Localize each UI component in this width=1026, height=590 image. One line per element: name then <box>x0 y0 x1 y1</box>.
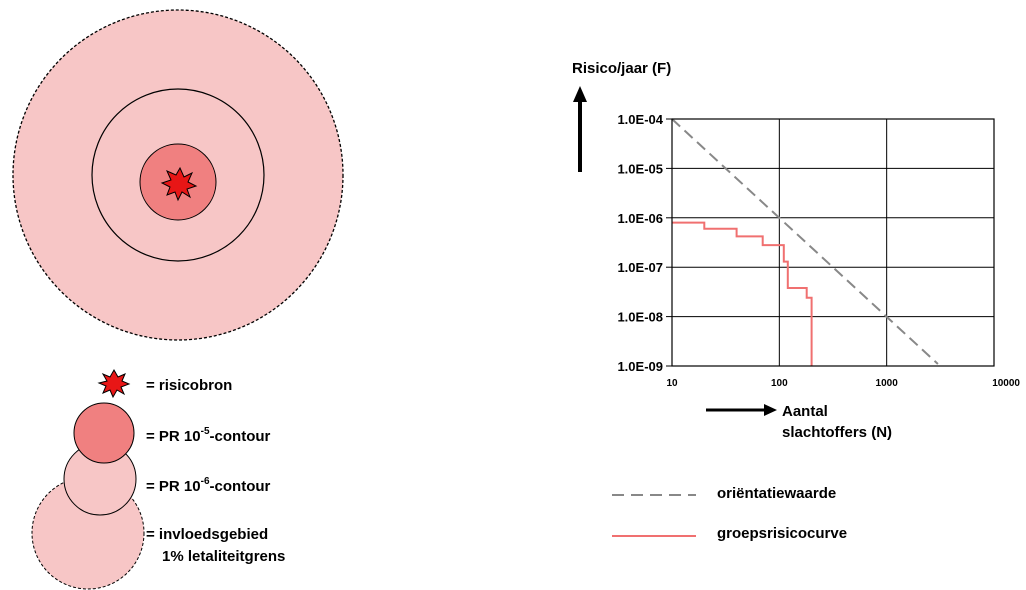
group-risk-curve <box>672 221 813 366</box>
legend-pr6-label: = PR 10-6-contour <box>146 476 271 495</box>
orientation-value-line <box>671 118 939 365</box>
legend-pr5-label: = PR 10-5-contour <box>146 426 271 445</box>
y-arrow-icon <box>573 86 587 102</box>
x-axis-label-line2: slachtoffers (N) <box>782 424 892 441</box>
legend-risk-source-label: = risicobron <box>146 377 232 394</box>
contour-diagram <box>12 9 344 341</box>
x-tick-label: 100 <box>771 378 788 389</box>
y-tick-label: 1.0E-09 <box>617 359 663 374</box>
y-tick-label: 1.0E-07 <box>617 260 663 275</box>
x-tick-label: 1000 <box>876 378 899 389</box>
y-tick-labels: 1.0E-04 1.0E-05 1.0E-06 1.0E-07 1.0E-08 1.0E-… <box>617 112 663 374</box>
legend-risk-source-icon <box>97 368 131 399</box>
plot-frame <box>671 118 995 367</box>
legend-influence-label-line2: 1% letaliteitgrens <box>162 548 285 565</box>
x-tick-label: 10 <box>666 378 678 389</box>
x-axis-label-line1: Aantal <box>782 403 828 420</box>
x-tick-label: 10000 <box>992 378 1020 389</box>
y-tick-label: 1.0E-04 <box>617 112 663 127</box>
legend-left: = risicobron = PR 10-5-contour = PR 10-6… <box>31 368 285 590</box>
x-tick-labels: 10 100 1000 10000 <box>666 378 1020 389</box>
y-tick-label: 1.0E-08 <box>617 310 663 325</box>
chart-grid <box>666 118 995 367</box>
legend-right: oriëntatiewaarde groepsrisicocurve <box>612 485 847 542</box>
y-tick-label: 1.0E-06 <box>617 211 663 226</box>
legend-curve-label: groepsrisicocurve <box>717 525 847 542</box>
legend-influence-label-line1: = invloedsgebied <box>146 526 268 543</box>
legend-pr5-circle <box>73 402 135 464</box>
y-axis-label: Risico/jaar (F) <box>572 60 671 77</box>
legend-guide-label: oriëntatiewaarde <box>717 485 836 502</box>
chart-series <box>671 118 939 366</box>
x-arrow-icon <box>764 404 777 416</box>
fn-chart: Risico/jaar (F) 1.0E-041.0E-051.0E-061.0… <box>572 60 1020 441</box>
risk-source-icon <box>160 166 198 202</box>
y-tick-label: 1.0E-05 <box>617 161 663 176</box>
